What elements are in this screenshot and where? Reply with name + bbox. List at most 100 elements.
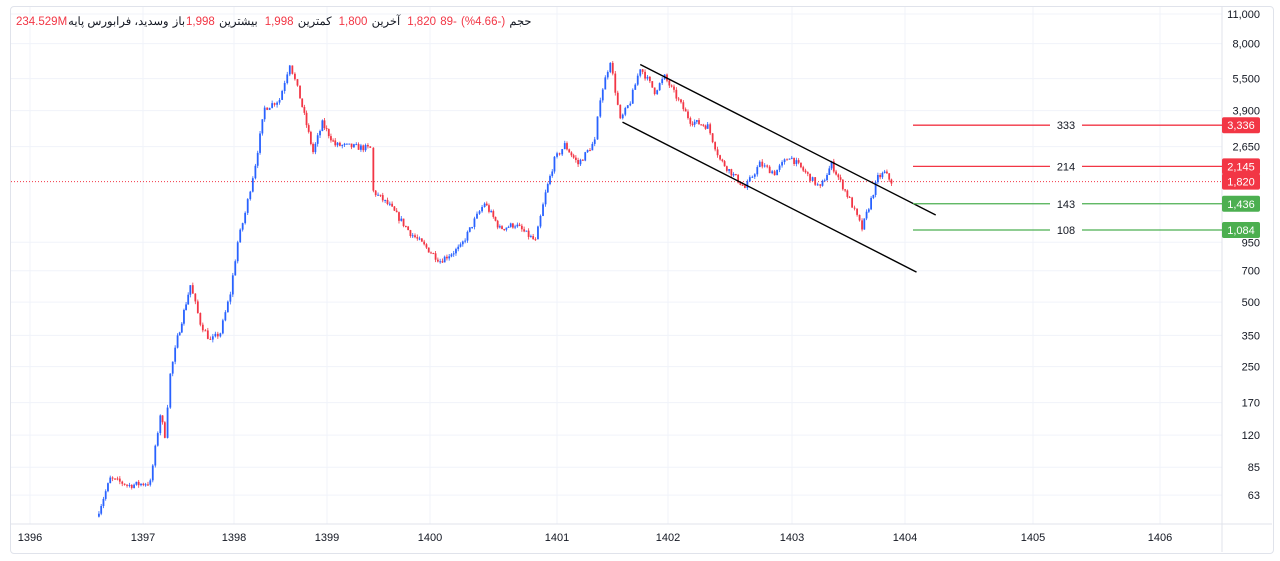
candle: [670, 85, 673, 87]
candle: [305, 112, 308, 126]
candle: [414, 235, 416, 238]
time-axis-label: 1397: [131, 532, 155, 544]
candle: [886, 171, 888, 174]
candle: [126, 484, 128, 486]
candle: [828, 168, 831, 175]
candle: [693, 121, 696, 125]
candle: [104, 491, 107, 499]
candle: [441, 261, 444, 263]
candle: [507, 226, 510, 228]
candle: [109, 477, 112, 484]
candle: [542, 204, 544, 216]
candle: [123, 483, 126, 485]
candle: [281, 90, 284, 100]
candle: [549, 175, 551, 185]
candle: [751, 176, 754, 178]
candle: [343, 143, 346, 146]
candle: [418, 238, 421, 240]
candle: [224, 312, 227, 321]
candle: [641, 69, 644, 72]
price-axis-label: 250: [1242, 362, 1260, 374]
candle: [251, 178, 254, 192]
candle: [844, 189, 847, 191]
candle: [793, 157, 795, 165]
candle: [624, 108, 627, 115]
last-label: آخرین: [371, 16, 401, 28]
candle: [527, 230, 530, 237]
candle: [216, 333, 219, 337]
candle: [858, 214, 861, 221]
candle: [870, 197, 872, 210]
time-axis-label: 1396: [18, 532, 42, 544]
candle: [485, 203, 488, 206]
candle: [420, 238, 423, 242]
last-price-label: 1,820: [1227, 177, 1255, 189]
candle: [372, 147, 375, 191]
candle: [327, 129, 330, 137]
candle: [763, 165, 766, 167]
candle: [312, 143, 314, 153]
candle: [806, 172, 809, 174]
candle: [512, 223, 514, 228]
candle: [584, 152, 587, 161]
candle: [698, 120, 700, 125]
candle: [204, 330, 207, 332]
price-axis-label: 85: [1248, 462, 1260, 474]
candle: [346, 143, 348, 145]
candle: [604, 77, 607, 90]
candle: [468, 227, 471, 232]
candle: [102, 498, 105, 506]
price-axis-label: 11,000: [1227, 9, 1260, 21]
candle: [166, 407, 169, 438]
candle: [656, 90, 659, 95]
candle: [423, 241, 426, 245]
candle: [786, 159, 788, 161]
candle: [546, 184, 549, 193]
candle: [756, 167, 759, 175]
candle: [379, 194, 382, 196]
candle: [249, 191, 252, 200]
candle: [432, 253, 435, 255]
candle: [614, 73, 617, 93]
candle: [309, 131, 312, 144]
candle: [341, 145, 344, 147]
candle: [239, 229, 242, 243]
candle: [790, 157, 793, 159]
candle: [111, 477, 114, 479]
candle: [639, 69, 642, 76]
candle: [832, 161, 835, 172]
candle: [498, 226, 501, 228]
candle: [196, 301, 199, 314]
candle: [537, 226, 539, 240]
candle: [509, 223, 512, 227]
low-label: کمترین: [297, 16, 332, 28]
candle: [646, 76, 649, 79]
candle: [450, 254, 453, 257]
candle: [823, 180, 826, 182]
level-price-label: 2,145: [1227, 161, 1255, 173]
time-axis-label: 1400: [418, 532, 442, 544]
candle: [348, 143, 351, 145]
candle: [865, 211, 868, 219]
symbol-name: وسدید، فرابورس پایه: [68, 16, 169, 28]
candle: [867, 209, 870, 212]
candle: [98, 513, 100, 517]
candle: [737, 174, 740, 183]
chart-frame: [10, 6, 1274, 554]
candle: [732, 174, 735, 176]
candle: [501, 226, 503, 230]
candle: [128, 484, 131, 486]
candle: [695, 120, 698, 122]
level-label: 108: [1057, 225, 1075, 237]
symbol-legend: 234.529M حجم (-4.66%) -89 1,820 آخرین 1,80…: [16, 14, 539, 28]
candle: [714, 142, 717, 150]
candle: [872, 194, 875, 198]
candle: [199, 313, 202, 325]
candle: [100, 505, 103, 514]
candle: [800, 162, 802, 168]
candle: [728, 169, 730, 171]
candle: [677, 98, 680, 100]
candle: [299, 85, 301, 99]
candle: [518, 224, 521, 226]
